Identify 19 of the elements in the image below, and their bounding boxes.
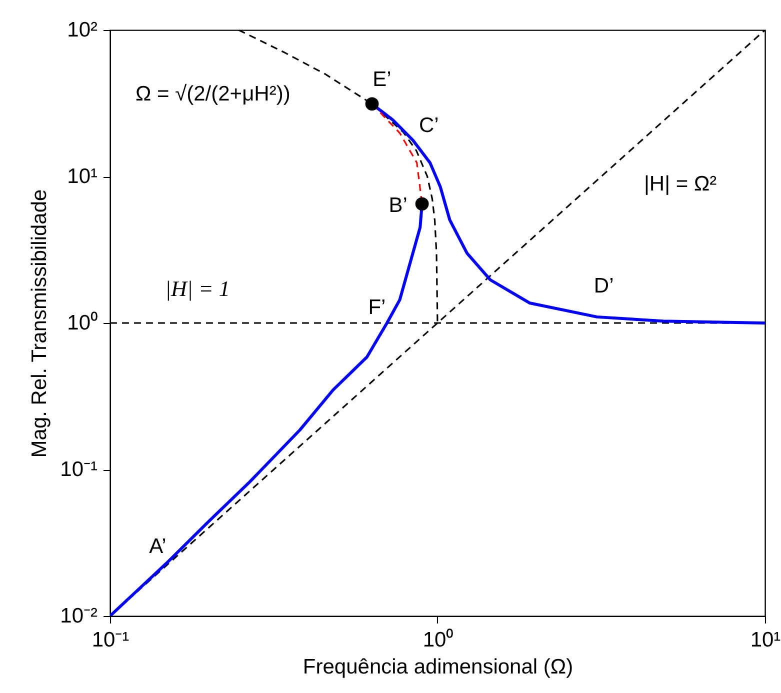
y-tick-label: 10² <box>67 18 98 42</box>
x-tick-label: 10⁻¹ <box>92 628 130 652</box>
y-tick-label: 10¹ <box>67 165 98 188</box>
x-axis-title: Frequência adimensional (Ω) <box>302 656 574 678</box>
y-tick-label: 10⁻¹ <box>60 458 98 481</box>
x-tick-label: 10⁰ <box>422 628 454 652</box>
y-tick-label: 10⁰ <box>67 312 98 334</box>
annotation: E’ <box>372 68 392 91</box>
annotation: |H| = Ω² <box>644 172 717 196</box>
annotation: C’ <box>418 114 439 138</box>
annotation: D’ <box>594 274 614 298</box>
annotation: A’ <box>149 535 166 558</box>
y-axis-title: Mag. Rel. Transmissibilidade <box>28 189 52 458</box>
annotation: Ω = √(2/(2+μH²)) <box>135 82 290 106</box>
y-tick-label: 10⁻² <box>60 604 98 628</box>
annotation: F’ <box>368 296 386 319</box>
annotation: B’ <box>388 194 408 217</box>
x-tick-label: 10¹ <box>750 628 781 652</box>
ref-line-label: |H| = 1 <box>165 276 230 301</box>
